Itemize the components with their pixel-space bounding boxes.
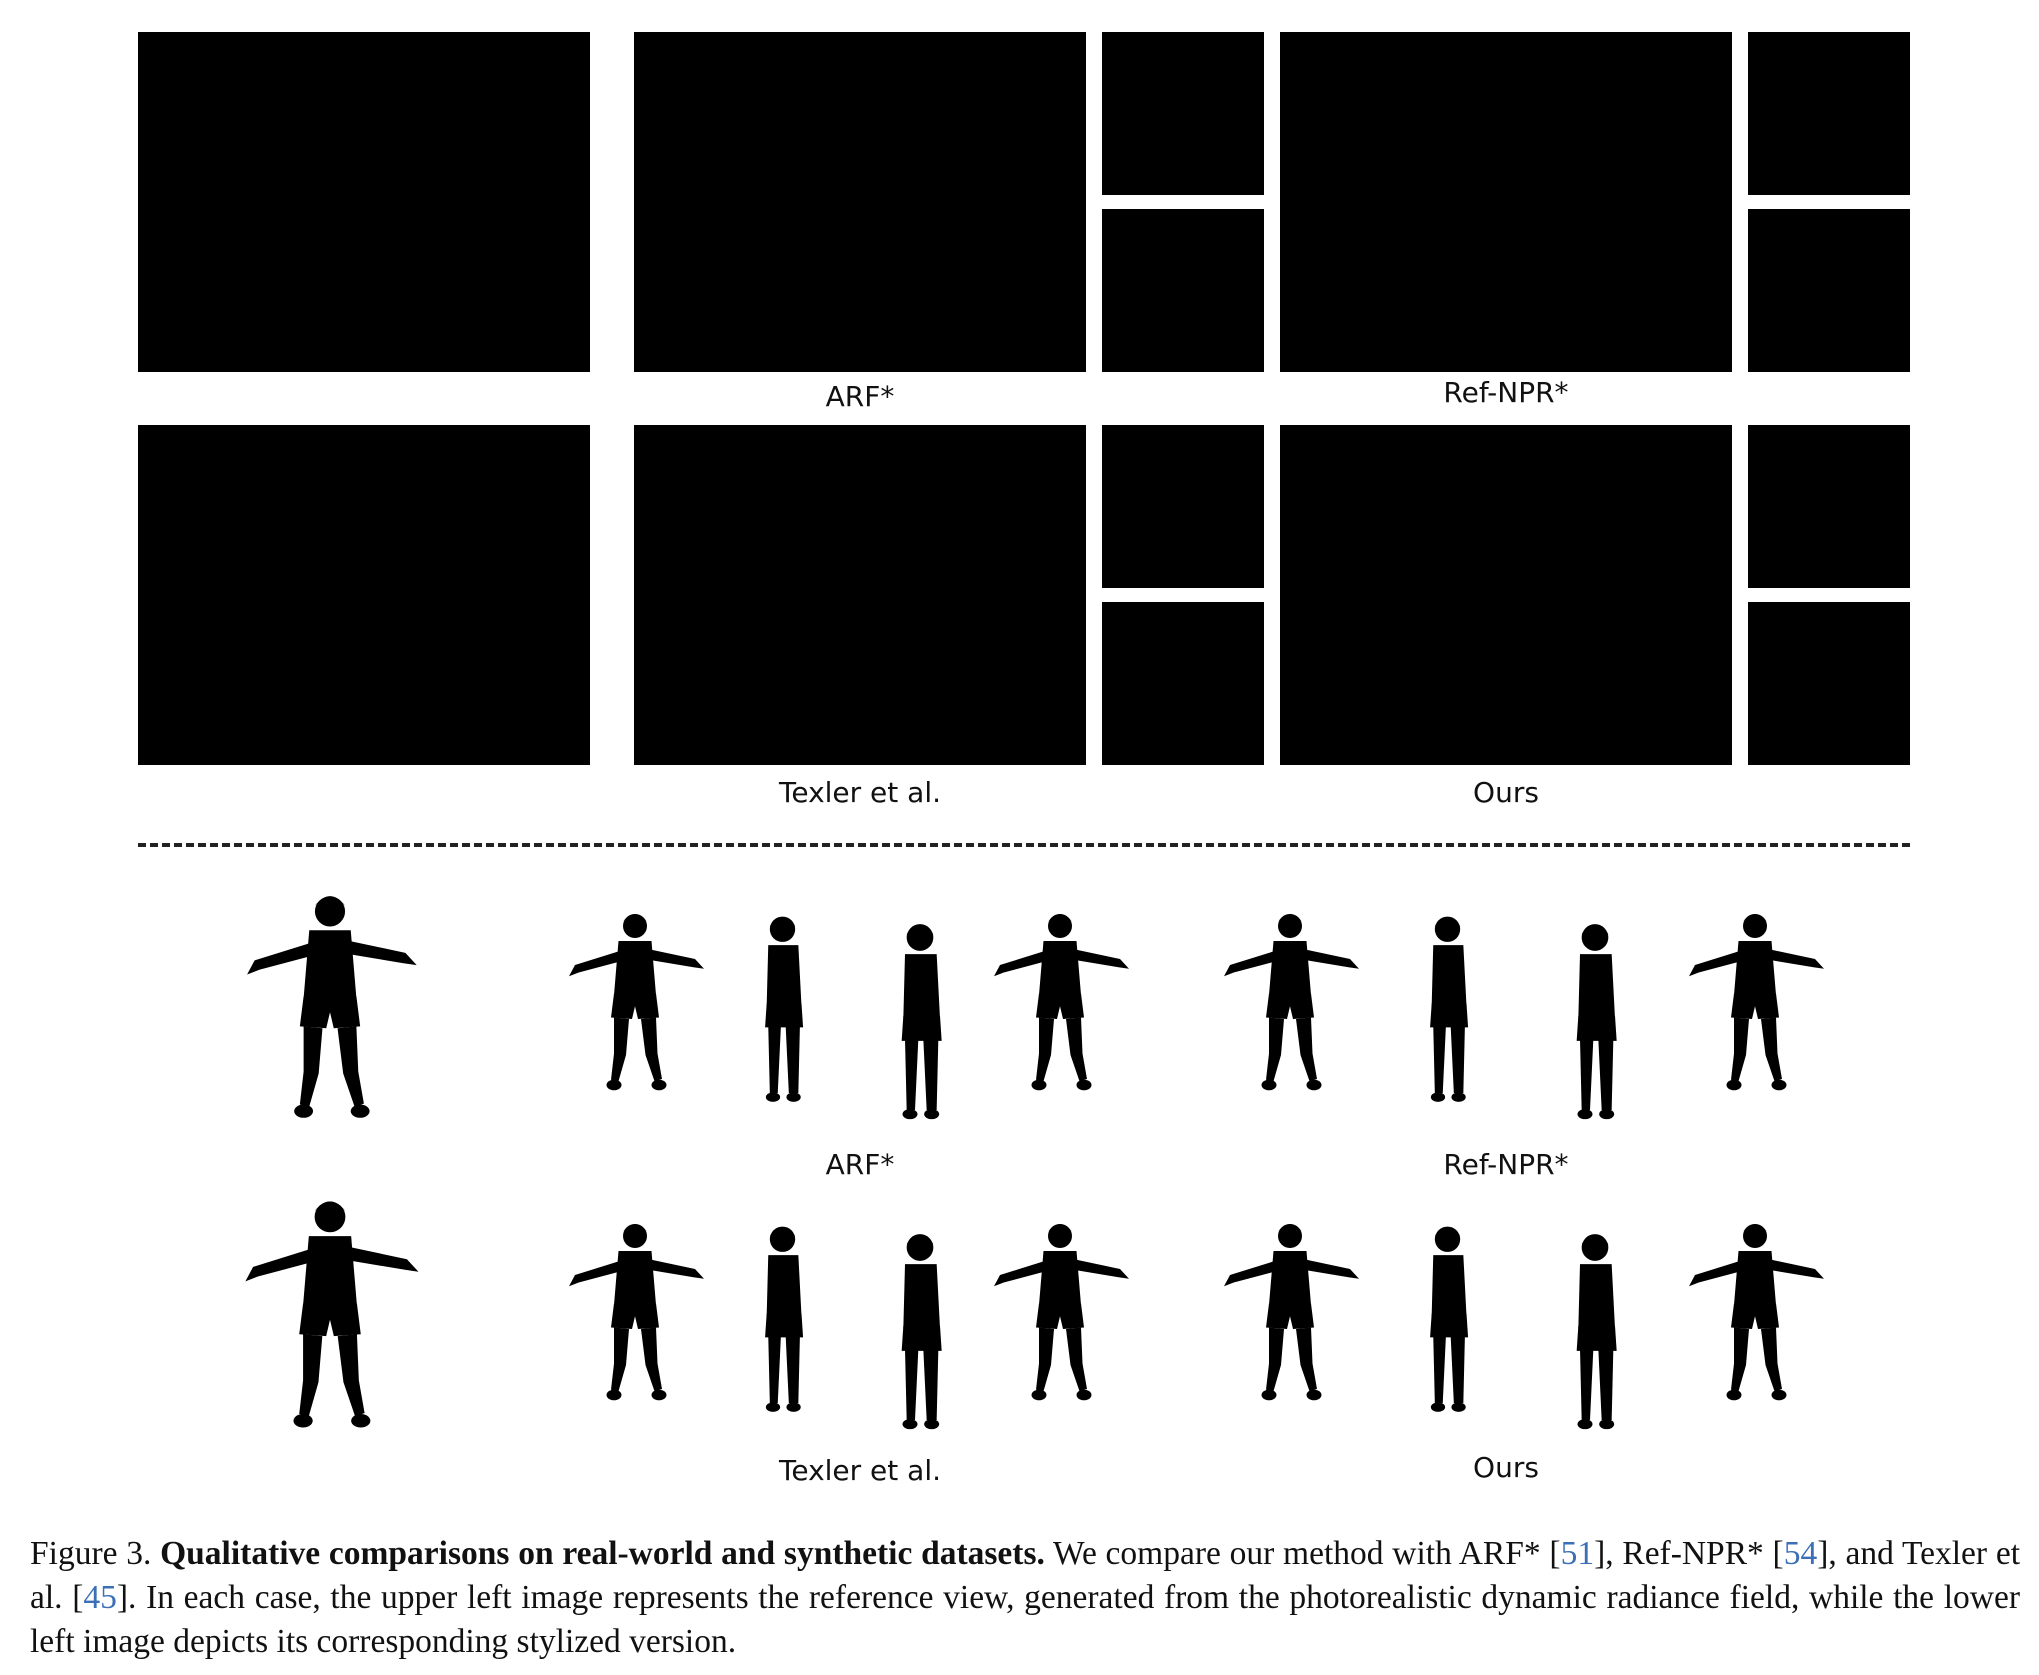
arf-dancer-view-3 bbox=[870, 910, 970, 1135]
texler-shelf-crop bbox=[1102, 602, 1264, 765]
ours-dancer-view-2 bbox=[1400, 1200, 1495, 1440]
figure-number: Figure 3. bbox=[30, 1535, 152, 1572]
ours-shelf-crop bbox=[1748, 602, 1910, 765]
label-texler-real: Texler et al. bbox=[778, 776, 941, 809]
label-texler-synthetic: Texler et al. bbox=[778, 1454, 941, 1487]
stylized-reference-kitchen bbox=[138, 425, 590, 765]
figure-caption: Figure 3. Qualitative comparisons on rea… bbox=[30, 1532, 2020, 1664]
texler-kitchen-render bbox=[634, 425, 1086, 765]
texler-dancer-view-3 bbox=[870, 1220, 970, 1445]
ours-dancer-view-3 bbox=[1545, 1220, 1645, 1445]
dataset-divider bbox=[138, 843, 1910, 847]
reference-dancer-color bbox=[220, 885, 440, 1130]
ours-dancer-view-4 bbox=[1680, 1190, 1830, 1435]
arf-face-crop bbox=[1102, 32, 1264, 195]
reference-photo-kitchen bbox=[138, 32, 590, 372]
refnpr-dancer-view-1 bbox=[1215, 880, 1365, 1125]
ours-dancer-view-1 bbox=[1215, 1190, 1365, 1435]
arf-dancer-view-1 bbox=[560, 880, 710, 1125]
texler-dancer-view-1 bbox=[560, 1190, 710, 1435]
label-refnpr-real: Ref-NPR* bbox=[1443, 376, 1569, 409]
arf-dancer-view-2 bbox=[735, 890, 830, 1130]
caption-text: ]. In each case, the upper left image re… bbox=[30, 1579, 2020, 1660]
ours-face-crop bbox=[1748, 425, 1910, 588]
arf-kitchen-render bbox=[634, 32, 1086, 372]
caption-text: ], and Texler et al. [ bbox=[30, 1535, 2021, 1616]
refnpr-shelf-crop bbox=[1748, 209, 1910, 372]
stylized-reference-dancer bbox=[225, 1190, 435, 1440]
refnpr-dancer-view-3 bbox=[1545, 910, 1645, 1135]
ours-kitchen-render bbox=[1280, 425, 1732, 765]
caption-text: ], Ref-NPR* [ bbox=[1594, 1535, 1784, 1572]
refnpr-dancer-view-4 bbox=[1680, 880, 1830, 1125]
texler-dancer-view-2 bbox=[735, 1200, 830, 1440]
caption-title: Qualitative comparisons on real-world an… bbox=[160, 1535, 1045, 1572]
texler-dancer-view-4 bbox=[985, 1190, 1135, 1435]
refnpr-face-crop bbox=[1748, 32, 1910, 195]
label-ours-real: Ours bbox=[1473, 776, 1539, 809]
texler-face-crop bbox=[1102, 425, 1264, 588]
label-ours-synthetic: Ours bbox=[1473, 1451, 1539, 1484]
caption-text: We compare our method with ARF* [ bbox=[1044, 1535, 1561, 1572]
label-arf-synthetic: ARF* bbox=[825, 1148, 895, 1181]
refnpr-kitchen-render bbox=[1280, 32, 1732, 372]
citation-link[interactable]: 45 bbox=[83, 1579, 117, 1616]
arf-dancer-view-4 bbox=[985, 880, 1135, 1125]
label-refnpr-synthetic: Ref-NPR* bbox=[1443, 1148, 1569, 1181]
refnpr-dancer-view-2 bbox=[1400, 890, 1495, 1130]
citation-link[interactable]: 54 bbox=[1783, 1535, 1818, 1572]
label-arf-real: ARF* bbox=[825, 380, 895, 413]
citation-link[interactable]: 51 bbox=[1560, 1535, 1595, 1572]
arf-shelf-crop bbox=[1102, 209, 1264, 372]
